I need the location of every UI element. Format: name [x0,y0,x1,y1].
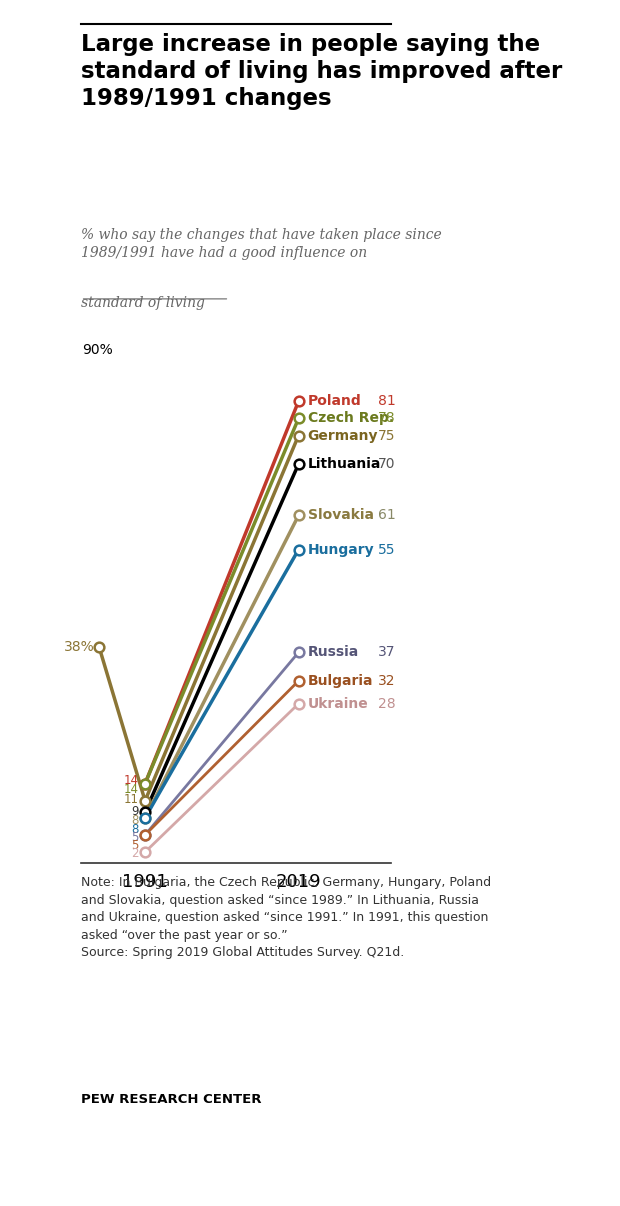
Text: 32: 32 [378,674,396,687]
Text: Hungary: Hungary [308,543,374,557]
Text: Bulgaria: Bulgaria [308,674,373,687]
Text: 75: 75 [378,428,396,443]
Text: 11: 11 [124,794,139,806]
Text: 14: 14 [124,783,139,796]
Text: Note: In Bulgaria, the Czech Republic, Germany, Hungary, Poland
and Slovakia, qu: Note: In Bulgaria, the Czech Republic, G… [81,877,490,959]
Text: standard of living: standard of living [81,295,205,310]
Text: 70: 70 [378,457,396,472]
Text: 9: 9 [131,804,139,818]
Text: Poland: Poland [308,394,361,409]
Text: 90%: 90% [82,343,113,357]
Text: PEW RESEARCH CENTER: PEW RESEARCH CENTER [81,1093,261,1106]
Text: 8: 8 [131,814,139,827]
Text: 78: 78 [378,411,396,426]
Text: 5: 5 [131,831,139,844]
Text: Germany: Germany [308,428,378,443]
Text: 37: 37 [378,645,396,660]
Text: Ukraine: Ukraine [308,697,368,710]
Text: Russia: Russia [308,645,359,660]
Text: 38%: 38% [64,639,94,654]
Text: Large increase in people saying the
standard of living has improved after
1989/1: Large increase in people saying the stan… [81,34,562,110]
Text: % who say the changes that have taken place since
1989/1991 have had a good infl: % who say the changes that have taken pl… [81,228,441,259]
Text: Czech Rep.: Czech Rep. [308,411,394,426]
Text: 61: 61 [378,509,396,522]
Text: 5: 5 [131,838,139,851]
Text: 28: 28 [378,697,396,710]
Text: 8: 8 [131,822,139,836]
Text: Slovakia: Slovakia [308,509,374,522]
Text: 2: 2 [131,847,139,860]
Text: 81: 81 [378,394,396,409]
Text: 14: 14 [124,774,139,788]
Text: 55: 55 [378,543,396,557]
Text: Lithuania: Lithuania [308,457,381,472]
